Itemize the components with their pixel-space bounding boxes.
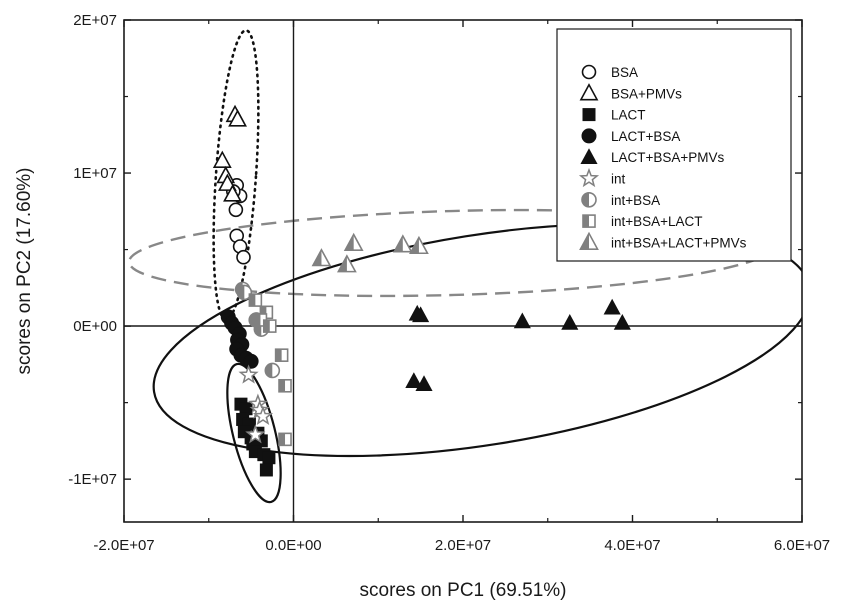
y-tick-label: 1E+07: [73, 165, 117, 182]
point-lact-bsa-pmvs: [561, 314, 579, 330]
point-int-bsa-lact-pmvs: [336, 254, 357, 273]
axis-ticks: -2.0E+07 0.0E+00 2.0E+07 4.0E+07 6.0E+07 2E+0…: [68, 12, 830, 554]
legend-marker-lact: [582, 108, 596, 122]
x-tick-label: 2.0E+07: [435, 537, 491, 554]
y-tick-label: -1E+07: [68, 471, 117, 488]
legend-label-lact-bsa-pmvs: LACT+BSA+PMVs: [611, 150, 725, 165]
legend: BSA BSA+PMVs LACT LACT+BSA LACT+BSA+PMVs int i…: [578, 64, 747, 250]
point-int-bsa-lact-pmvs: [311, 248, 332, 267]
point-int-bsa-lact-pmvs: [409, 235, 429, 255]
x-tick-label: 6.0E+07: [774, 537, 830, 554]
x-axis-title: scores on PC1 (69.51%): [360, 580, 567, 601]
point-int-bsa-lact: [278, 432, 292, 447]
legend-marker-int-bsa: [581, 192, 597, 208]
data-points: [212, 104, 631, 477]
point-lact-bsa-pmvs: [513, 312, 531, 329]
point-int: [252, 405, 274, 425]
point-int: [238, 364, 259, 384]
legend-label-lact: LACT: [611, 108, 646, 123]
point-int-bsa-lact: [278, 378, 292, 393]
point-bsa-pmvs: [212, 150, 232, 168]
point-bsa-pmvs: [223, 184, 242, 202]
legend-label-int-bsa-lact: int+BSA+LACT: [611, 214, 703, 229]
point-lact-bsa-pmvs: [603, 298, 621, 315]
point-int-bsa-lact: [248, 293, 263, 307]
point-int-bsa-lact: [262, 319, 277, 333]
point-int: [245, 424, 266, 444]
point-bsa-pmvs: [228, 109, 247, 127]
legend-label-int-bsa-lact-pmvs: int+BSA+LACT+PMVs: [611, 235, 747, 250]
legend-label-int-bsa: int+BSA: [611, 193, 660, 208]
point-lact-bsa-pmvs: [405, 372, 423, 388]
y-tick-label: 2E+07: [73, 12, 117, 29]
legend-box: [556, 28, 792, 262]
point-int-bsa-lact: [274, 348, 289, 362]
point-int-bsa: [236, 284, 253, 301]
y-axis-title: scores on PC2 (17.60%): [14, 168, 35, 375]
point-int-bsa: [264, 362, 281, 379]
point-lact-bsa-pmvs: [613, 314, 631, 330]
legend-label-bsa: BSA: [611, 65, 638, 80]
point-int-bsa-lact-pmvs: [343, 232, 364, 252]
legend-marker-bsa-pmvs: [579, 83, 599, 101]
point-bsa: [228, 202, 244, 218]
legend-label-bsa-pmvs: BSA+PMVs: [611, 86, 682, 101]
point-lact-bsa: [243, 353, 259, 369]
point-lact: [259, 463, 273, 477]
legend-marker-lact-bsa-pmvs: [580, 148, 598, 164]
legend-label-lact-bsa: LACT+BSA: [611, 129, 680, 144]
ellipse-lact-bsa-pmvs-solid: [152, 222, 802, 458]
x-tick-label: 0.0E+00: [265, 537, 321, 554]
legend-marker-lact-bsa: [581, 128, 597, 144]
legend-marker-int-bsa-lact: [582, 214, 596, 228]
point-int-bsa-lact-pmvs: [392, 234, 413, 253]
ellipse-lact-solid: [226, 362, 282, 504]
y-tick-label: 0E+00: [73, 318, 117, 335]
x-tick-label: 4.0E+07: [604, 537, 660, 554]
point-lact: [262, 451, 276, 465]
legend-marker-int-bsa-lact-pmvs: [579, 231, 599, 250]
point-lact: [239, 402, 253, 416]
legend-label-int: int: [611, 172, 626, 187]
x-tick-label: -2.0E+07: [93, 537, 154, 554]
legend-marker-bsa: [581, 64, 597, 80]
point-lact-bsa-pmvs: [412, 306, 430, 323]
legend-marker-int: [578, 167, 600, 188]
point-lact-bsa-pmvs: [415, 375, 433, 392]
point-bsa: [236, 249, 251, 265]
